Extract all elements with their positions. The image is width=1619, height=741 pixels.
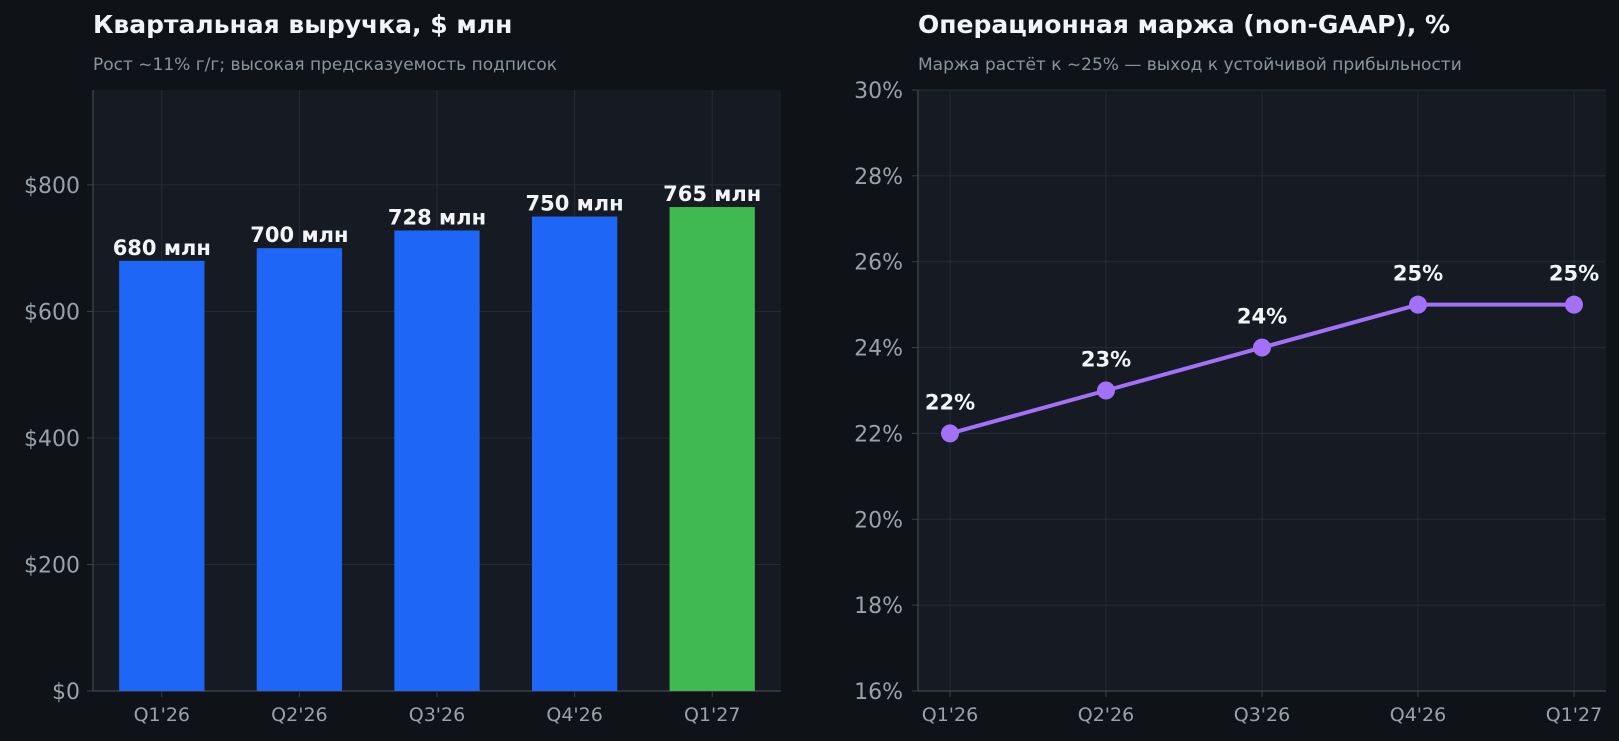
y-tick-label: 22% bbox=[854, 422, 903, 447]
x-tick-label: Q2'26 bbox=[1078, 704, 1134, 726]
margin-chart-subtitle: Маржа растёт к ~25% — выход к устойчивой… bbox=[918, 55, 1462, 75]
bar bbox=[669, 207, 755, 691]
margin-point bbox=[1565, 295, 1583, 314]
revenue-chart-title: Квартальная выручка, $ млн bbox=[93, 10, 513, 39]
x-tick-label: Q2'26 bbox=[271, 704, 327, 726]
margin-point bbox=[1409, 295, 1427, 314]
y-tick-label: $400 bbox=[24, 427, 80, 452]
y-tick-label: 20% bbox=[854, 508, 903, 533]
bar-value-label: 700 млн bbox=[250, 223, 348, 247]
y-tick-label: $800 bbox=[24, 174, 80, 199]
y-tick-label: $600 bbox=[24, 300, 80, 325]
y-tick-label: 24% bbox=[854, 337, 903, 362]
point-value-label: 25% bbox=[1393, 262, 1443, 286]
margin-point bbox=[1253, 338, 1271, 357]
y-tick-label: $200 bbox=[24, 553, 80, 578]
y-tick-label: 30% bbox=[854, 79, 903, 104]
margin-point bbox=[1097, 381, 1115, 400]
x-tick-label: Q1'27 bbox=[684, 704, 740, 726]
margin-chart-title: Операционная маржа (non-GAAP), % bbox=[918, 10, 1451, 39]
x-tick-label: Q1'26 bbox=[134, 704, 190, 726]
bar-value-label: 750 млн bbox=[525, 192, 623, 216]
x-tick-label: Q3'26 bbox=[409, 704, 465, 726]
x-tick-label: Q1'27 bbox=[1546, 704, 1602, 726]
point-value-label: 24% bbox=[1237, 305, 1287, 329]
y-tick-label: 18% bbox=[854, 594, 903, 619]
point-value-label: 23% bbox=[1081, 348, 1131, 372]
point-value-label: 25% bbox=[1549, 262, 1599, 286]
y-tick-label: 28% bbox=[854, 165, 903, 190]
x-tick-label: Q1'26 bbox=[922, 704, 978, 726]
bar-value-label: 728 млн bbox=[388, 205, 486, 229]
bar bbox=[394, 230, 480, 691]
bar bbox=[531, 216, 618, 692]
margin-point bbox=[941, 424, 959, 443]
bar bbox=[256, 248, 343, 691]
x-tick-label: Q3'26 bbox=[1234, 704, 1290, 726]
bar-value-label: 765 млн bbox=[663, 182, 761, 206]
bar-value-label: 680 млн bbox=[113, 236, 211, 260]
point-value-label: 22% bbox=[925, 390, 975, 414]
x-tick-label: Q4'26 bbox=[546, 704, 602, 726]
y-tick-label: 16% bbox=[854, 680, 903, 705]
x-tick-label: Q4'26 bbox=[1390, 704, 1446, 726]
revenue-chart-subtitle: Рост ~11% г/г; высокая предсказуемость п… bbox=[93, 55, 558, 75]
y-tick-label: 26% bbox=[854, 251, 903, 276]
bar bbox=[119, 260, 205, 691]
y-tick-label: $0 bbox=[52, 680, 80, 705]
